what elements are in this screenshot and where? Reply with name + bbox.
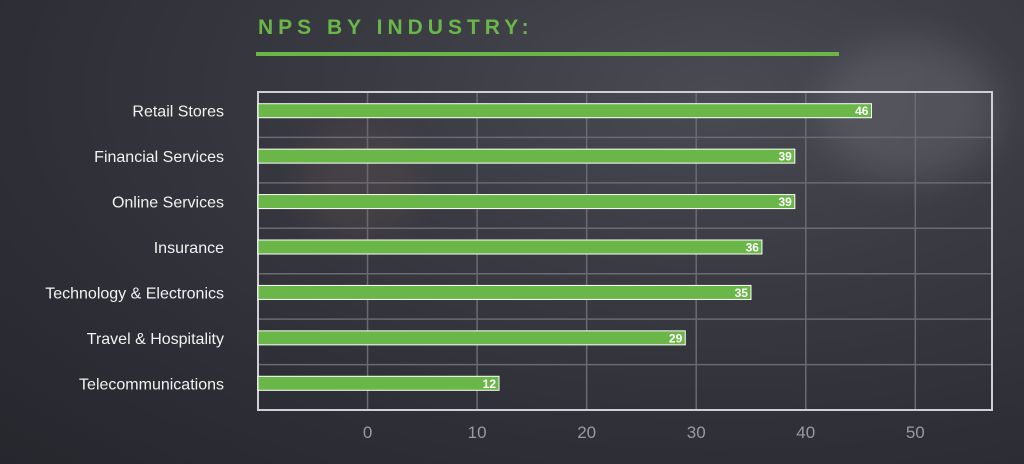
category-label: Telecommunications (79, 376, 224, 393)
bar (257, 103, 872, 119)
bar (257, 148, 796, 164)
data-label: 29 (669, 331, 683, 345)
bars: 46 39 39 36 35 29 12 (257, 103, 872, 391)
background-blur (300, 120, 420, 240)
bar (257, 239, 763, 255)
category-label: Insurance (154, 240, 224, 257)
category-label: Travel & Hospitality (87, 331, 224, 348)
x-tick-label: 10 (468, 423, 487, 442)
grid-lines (258, 92, 992, 410)
bar (257, 375, 500, 391)
x-tick-labels: 0 10 20 30 40 50 (363, 423, 925, 442)
title-underline (256, 52, 839, 56)
data-label: 46 (855, 104, 869, 118)
category-labels: Retail Stores Financial Services Online Se… (45, 104, 224, 394)
category-label: Financial Services (94, 149, 224, 166)
category-label: Technology & Electronics (45, 285, 224, 302)
x-tick-label: 40 (796, 423, 815, 442)
bar (257, 330, 686, 346)
bar (257, 284, 752, 300)
category-label: Retail Stores (132, 104, 224, 121)
x-tick-label: 30 (687, 423, 706, 442)
data-label: 39 (778, 195, 792, 209)
category-label: Online Services (112, 195, 224, 212)
chart-title: NPS BY INDUSTRY: (258, 16, 534, 39)
data-label: 35 (735, 286, 749, 300)
data-label: 12 (483, 377, 497, 391)
data-label: 39 (778, 150, 792, 164)
x-tick-label: 0 (363, 423, 372, 442)
x-tick-label: 50 (906, 423, 925, 442)
bar (257, 194, 796, 210)
x-tick-label: 20 (577, 423, 596, 442)
data-label: 36 (746, 241, 760, 255)
